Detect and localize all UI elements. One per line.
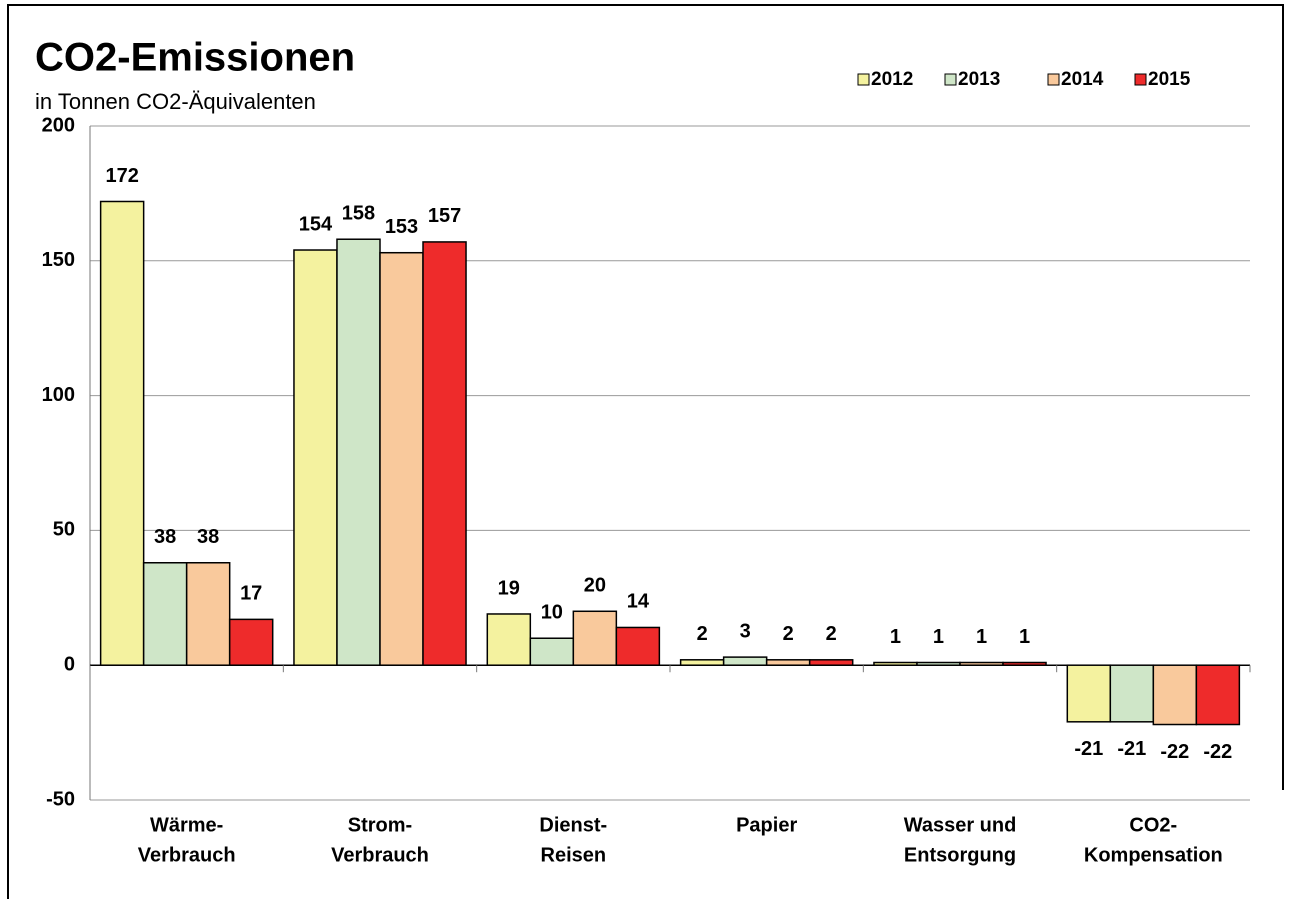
value-label: 3 bbox=[740, 620, 751, 642]
x-tick-label: Verbrauch bbox=[331, 844, 429, 866]
x-tick-label: Reisen bbox=[541, 844, 607, 866]
value-label: 17 bbox=[240, 583, 262, 605]
bar bbox=[1152, 664, 1198, 726]
bar bbox=[336, 238, 381, 666]
value-label: 1 bbox=[976, 626, 987, 648]
value-label: 14 bbox=[627, 591, 650, 613]
bar bbox=[1195, 664, 1241, 726]
bar bbox=[228, 618, 274, 666]
bar bbox=[679, 659, 725, 666]
bar bbox=[1066, 664, 1112, 723]
x-tick-label: Wasser und bbox=[904, 814, 1017, 836]
bar bbox=[615, 626, 661, 666]
legend-swatch bbox=[1134, 73, 1147, 86]
value-label: 1 bbox=[1019, 626, 1030, 648]
y-tick-label: 150 bbox=[42, 249, 75, 271]
x-tick-label: Papier bbox=[736, 814, 797, 836]
y-tick-label: -50 bbox=[46, 788, 75, 810]
bar bbox=[765, 659, 811, 666]
bar bbox=[293, 249, 338, 666]
bar bbox=[486, 613, 532, 666]
value-label: 38 bbox=[197, 526, 219, 548]
bar bbox=[959, 661, 1004, 666]
legend-label: 2015 bbox=[1148, 69, 1191, 90]
value-label: 1 bbox=[933, 626, 944, 648]
bar bbox=[422, 241, 467, 666]
y-tick-label: 50 bbox=[53, 519, 75, 541]
legend-label: 2012 bbox=[871, 69, 913, 90]
x-tick-label: Wärme- bbox=[150, 814, 223, 836]
bar bbox=[185, 562, 231, 666]
value-label: 2 bbox=[697, 623, 708, 645]
x-tick-label: Kompensation bbox=[1084, 844, 1223, 866]
y-tick-label: 200 bbox=[42, 114, 75, 136]
value-label: -21 bbox=[1074, 738, 1103, 760]
value-label: 2 bbox=[783, 623, 794, 645]
legend-label: 2014 bbox=[1061, 69, 1104, 90]
bar bbox=[572, 610, 618, 666]
legend-label: 2013 bbox=[958, 69, 1000, 90]
x-tick-label: Dienst- bbox=[539, 814, 607, 836]
bar bbox=[873, 661, 918, 666]
value-label: 10 bbox=[541, 602, 563, 624]
value-label: 158 bbox=[342, 203, 375, 225]
y-tick-label: 0 bbox=[64, 653, 75, 675]
bar bbox=[808, 659, 854, 666]
legend-swatch bbox=[1047, 73, 1060, 86]
frame bbox=[7, 4, 1284, 899]
legend-swatch bbox=[857, 73, 870, 86]
value-label: -22 bbox=[1203, 741, 1232, 763]
bar bbox=[722, 656, 768, 666]
bar bbox=[1109, 664, 1155, 723]
value-label: 20 bbox=[584, 575, 606, 597]
value-label: 153 bbox=[385, 216, 418, 238]
bar bbox=[142, 562, 188, 666]
chart-title: CO2-Emissionen bbox=[35, 36, 355, 80]
bar bbox=[1002, 661, 1047, 666]
x-tick-label: CO2- bbox=[1129, 814, 1177, 836]
value-label: 19 bbox=[498, 577, 520, 599]
bar bbox=[379, 251, 424, 666]
bar bbox=[99, 200, 145, 666]
chart-subtitle: in Tonnen CO2-Äquivalenten bbox=[35, 89, 316, 114]
x-tick-label: Strom- bbox=[348, 814, 412, 836]
value-label: 1 bbox=[890, 626, 901, 648]
x-tick-label: Verbrauch bbox=[138, 844, 236, 866]
x-tick-label: Entsorgung bbox=[904, 844, 1016, 866]
y-tick-label: 100 bbox=[42, 384, 75, 406]
value-label: 38 bbox=[154, 526, 176, 548]
legend-swatch bbox=[944, 73, 957, 86]
value-label: 172 bbox=[105, 165, 138, 187]
value-label: 157 bbox=[428, 205, 461, 227]
value-label: -21 bbox=[1117, 738, 1146, 760]
value-label: 154 bbox=[299, 213, 333, 235]
value-label: 2 bbox=[826, 623, 837, 645]
bar bbox=[916, 661, 961, 666]
value-label: -22 bbox=[1160, 741, 1189, 763]
bar bbox=[529, 637, 575, 666]
